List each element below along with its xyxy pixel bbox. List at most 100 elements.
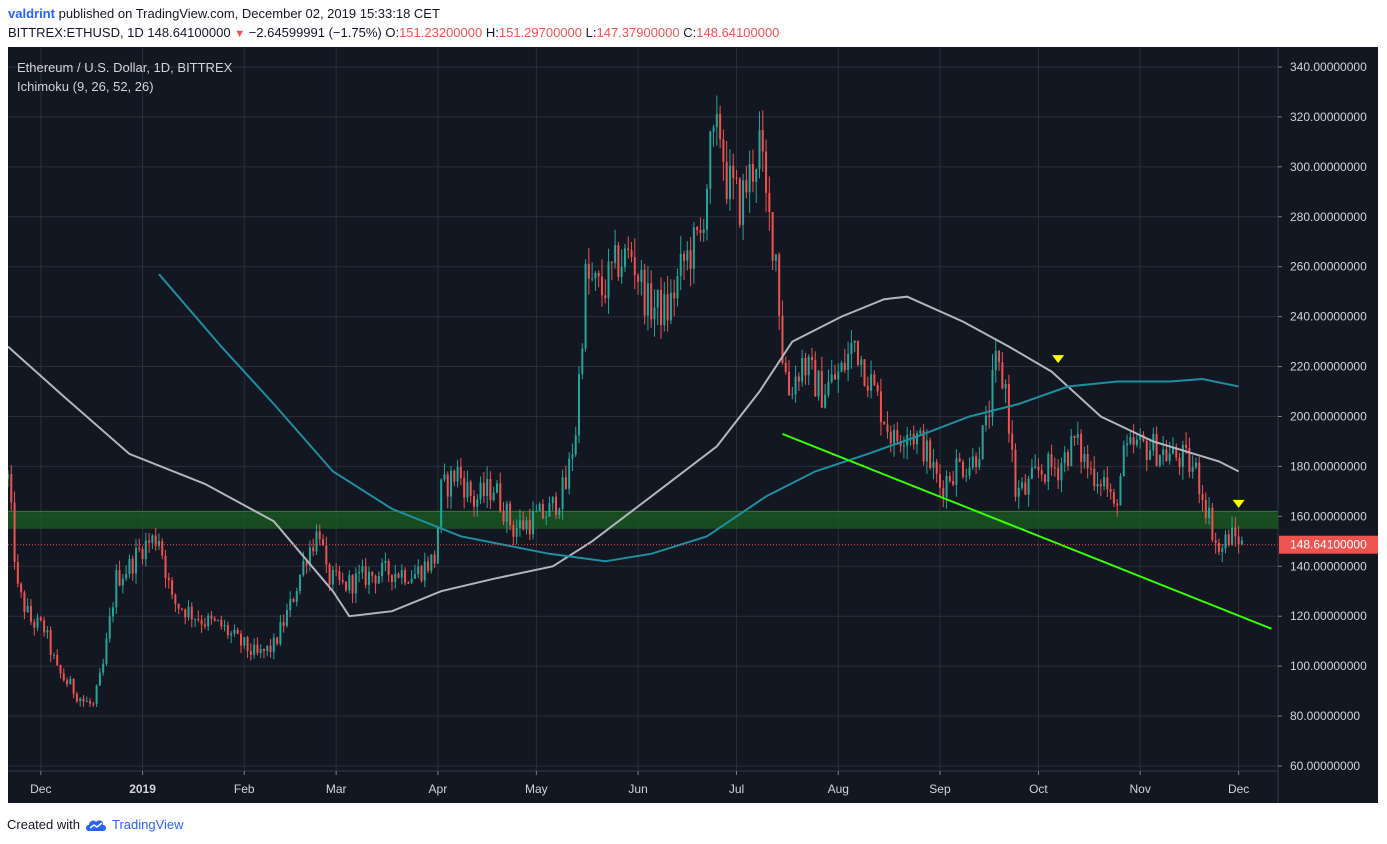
candle-body [666, 294, 669, 321]
candle-body [1168, 453, 1171, 461]
chart-panel[interactable]: 60.00000000 80.00000000 100.00000000 120.00… [8, 47, 1378, 803]
candle-body [610, 261, 613, 263]
candle-body [450, 470, 453, 497]
candle-body [8, 474, 9, 479]
support-zone [8, 510, 1278, 529]
candle-body [801, 357, 804, 382]
candle-body [220, 619, 223, 627]
candle-body [328, 564, 331, 585]
candle-body [226, 625, 229, 636]
tradingview-link[interactable]: TradingView [111, 817, 184, 832]
candle-body [650, 283, 653, 320]
candle-body [692, 227, 695, 269]
candle-body [210, 615, 213, 619]
candle-body [879, 391, 882, 422]
candle-body [804, 357, 807, 376]
author-link[interactable]: valdrint [8, 6, 55, 21]
candles [8, 95, 1243, 707]
candle-body [98, 672, 101, 686]
change-value: −2.64599991 (−1.75%) [248, 25, 382, 40]
candle-body [909, 434, 912, 436]
indicator-lines [8, 273, 1240, 618]
candle-body [95, 685, 98, 704]
candle-body [413, 574, 416, 579]
candle-body [860, 359, 863, 365]
candle-body [1211, 507, 1214, 541]
candle-body [833, 374, 836, 380]
candle-body [719, 113, 722, 140]
candle-body [253, 644, 256, 655]
candle-body [184, 609, 187, 618]
candle-body [847, 353, 850, 371]
candle-body [331, 570, 334, 585]
candle-body [1221, 548, 1224, 552]
candle-body [1231, 527, 1234, 545]
candle-body [131, 558, 134, 574]
candle-body [820, 371, 823, 408]
candle-body [420, 566, 423, 581]
candle-body [1188, 447, 1191, 472]
time-axis: Dec 2019 Feb Mar Apr May Jun Jul Aug Sep Oct Nov Dec [8, 770, 1278, 796]
price-tick-label: 320.00000000 [1290, 110, 1367, 124]
candle-body [945, 475, 948, 497]
high-value: 151.29700000 [498, 25, 583, 40]
candle-body [1149, 450, 1152, 460]
candle-body [417, 566, 420, 575]
candle-body [469, 481, 472, 496]
candle-body [633, 257, 636, 276]
candle-body [246, 637, 249, 651]
candle-body [115, 570, 118, 608]
candle-body [1227, 534, 1230, 545]
candle-body [1145, 440, 1148, 460]
candle-body [725, 161, 728, 200]
candle-body [548, 503, 551, 517]
candle-body [574, 435, 577, 455]
candle-body [1158, 455, 1161, 466]
candle-body [824, 394, 827, 408]
candle-body [1240, 540, 1243, 545]
candle-body [738, 178, 741, 225]
candle-body [125, 574, 128, 579]
candle-body [217, 619, 220, 621]
candle-body [1076, 433, 1079, 439]
candle-body [489, 479, 492, 501]
candle-body [171, 580, 174, 595]
price-tick-label: 80.00000000 [1290, 709, 1360, 723]
candle-body [404, 570, 407, 583]
price-chart[interactable]: 60.00000000 80.00000000 100.00000000 120.00… [8, 47, 1378, 803]
candle-body [1004, 383, 1007, 389]
candle-body [899, 441, 902, 446]
candle-body [39, 617, 42, 621]
candle-body [528, 520, 531, 535]
candle-body [732, 165, 735, 179]
price-tick-label: 220.00000000 [1290, 360, 1367, 374]
candle-body [384, 560, 387, 563]
candle-body [512, 525, 515, 537]
candle-body [761, 130, 764, 152]
candle-body [1093, 468, 1096, 487]
candle-body [1021, 482, 1024, 488]
markers [8, 355, 1278, 546]
candle-body [594, 272, 597, 279]
candle-body [535, 511, 538, 513]
candle-body [958, 458, 961, 462]
candle-body [751, 164, 754, 182]
candle-body [916, 433, 919, 445]
candle-body [492, 492, 495, 501]
candle-body [1053, 467, 1056, 469]
candle-body [374, 575, 377, 584]
time-tick-label: Feb [234, 782, 255, 796]
candle-body [1214, 540, 1217, 543]
candle-body [121, 578, 124, 586]
candle-body [502, 510, 505, 522]
candle-body [371, 571, 374, 576]
legend-indicator[interactable]: Ichimoku (9, 26, 52, 26) [17, 79, 154, 94]
candle-body [1017, 487, 1020, 497]
candle-body [912, 434, 915, 445]
candle-body [223, 625, 226, 627]
candle-body [472, 495, 475, 507]
close-value: 148.64100000 [696, 25, 780, 40]
candle-body [144, 540, 147, 560]
candle-body [1122, 445, 1125, 477]
candle-body [1224, 534, 1227, 549]
